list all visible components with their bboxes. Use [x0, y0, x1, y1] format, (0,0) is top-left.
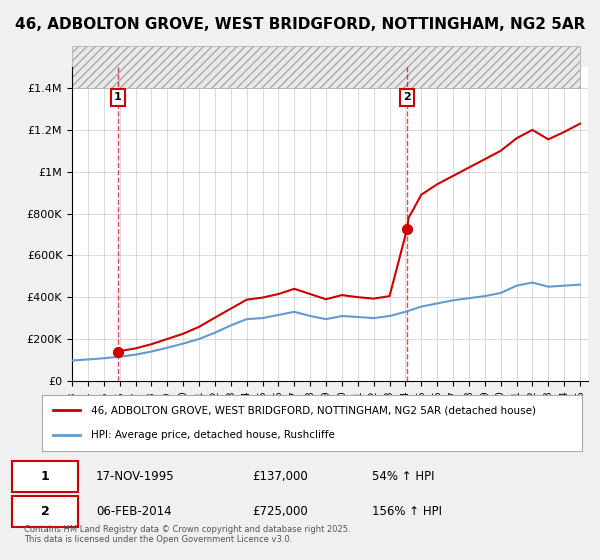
Text: 156% ↑ HPI: 156% ↑ HPI: [372, 505, 442, 518]
Text: 46, ADBOLTON GROVE, WEST BRIDGFORD, NOTTINGHAM, NG2 5AR: 46, ADBOLTON GROVE, WEST BRIDGFORD, NOTT…: [15, 17, 585, 32]
FancyBboxPatch shape: [12, 496, 78, 527]
Text: 2: 2: [41, 505, 49, 518]
Text: 06-FEB-2014: 06-FEB-2014: [96, 505, 172, 518]
Text: Contains HM Land Registry data © Crown copyright and database right 2025.
This d: Contains HM Land Registry data © Crown c…: [24, 525, 350, 544]
Text: Price paid vs. HM Land Registry's House Price Index (HPI): Price paid vs. HM Land Registry's House …: [121, 50, 479, 63]
Text: 46, ADBOLTON GROVE, WEST BRIDGFORD, NOTTINGHAM, NG2 5AR (detached house): 46, ADBOLTON GROVE, WEST BRIDGFORD, NOTT…: [91, 405, 536, 416]
Text: 54% ↑ HPI: 54% ↑ HPI: [372, 470, 434, 483]
Text: 2: 2: [403, 92, 411, 102]
Bar: [72, 46, 580, 88]
Text: £137,000: £137,000: [252, 470, 308, 483]
Text: £725,000: £725,000: [252, 505, 308, 518]
FancyBboxPatch shape: [12, 461, 78, 492]
Text: HPI: Average price, detached house, Rushcliffe: HPI: Average price, detached house, Rush…: [91, 430, 334, 440]
Text: 1: 1: [114, 92, 122, 102]
Text: 17-NOV-1995: 17-NOV-1995: [96, 470, 175, 483]
Text: 1: 1: [41, 470, 49, 483]
